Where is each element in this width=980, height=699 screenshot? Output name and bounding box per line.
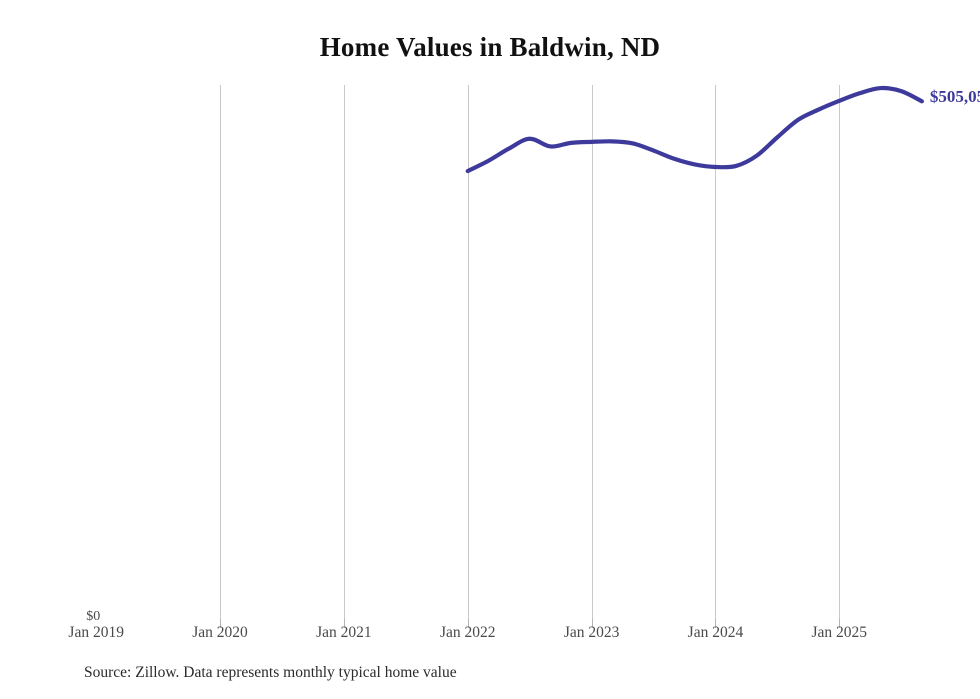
gridline-jan-2023 — [591, 85, 593, 619]
series-line-chart — [465, 85, 924, 174]
gridline-jan-2024 — [715, 85, 717, 619]
gridline-jan-2022 — [467, 85, 469, 619]
tick-jan-2020 — [220, 619, 222, 628]
x-tick-label-jan-2022: Jan 2022 — [439, 624, 496, 641]
gridline-jan-2020 — [220, 85, 222, 619]
plot-area: Jan 2019 Jan 2020 Jan 2021 Jan 2022 Jan 2023… — [68, 85, 980, 641]
x-tick-label-jan-2020: Jan 2020 — [192, 624, 248, 641]
gridline-jan-2025 — [839, 85, 841, 619]
x-tick-label-jan-2024: Jan 2024 — [687, 624, 744, 641]
tick-jan-2025 — [839, 619, 841, 628]
chart-title: Home Values in Baldwin, ND — [319, 32, 661, 62]
x-tick-label-jan-2025: Jan 2025 — [811, 624, 868, 641]
gridline-jan-2021 — [343, 85, 345, 619]
x-tick-label-jan-2019: Jan 2019 — [68, 624, 124, 641]
x-tick-label-jan-2021: Jan 2021 — [316, 624, 372, 641]
x-tick-label-jan-2023: Jan 2023 — [563, 624, 620, 641]
series-end-value-label: $505,054 — [929, 87, 980, 107]
source-footnote: Source: Zillow. Data represents monthly … — [84, 664, 457, 681]
y-axis-zero-label: $0 — [86, 609, 101, 624]
tick-jan-2022 — [467, 619, 469, 628]
series-line-typical-home-value — [465, 85, 924, 174]
tick-jan-2024 — [715, 619, 717, 628]
tick-jan-2023 — [591, 619, 593, 628]
tick-jan-2021 — [343, 619, 345, 628]
